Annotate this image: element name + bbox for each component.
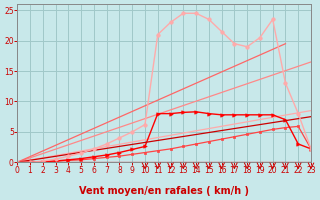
X-axis label: Vent moyen/en rafales ( km/h ): Vent moyen/en rafales ( km/h ) xyxy=(79,186,249,196)
